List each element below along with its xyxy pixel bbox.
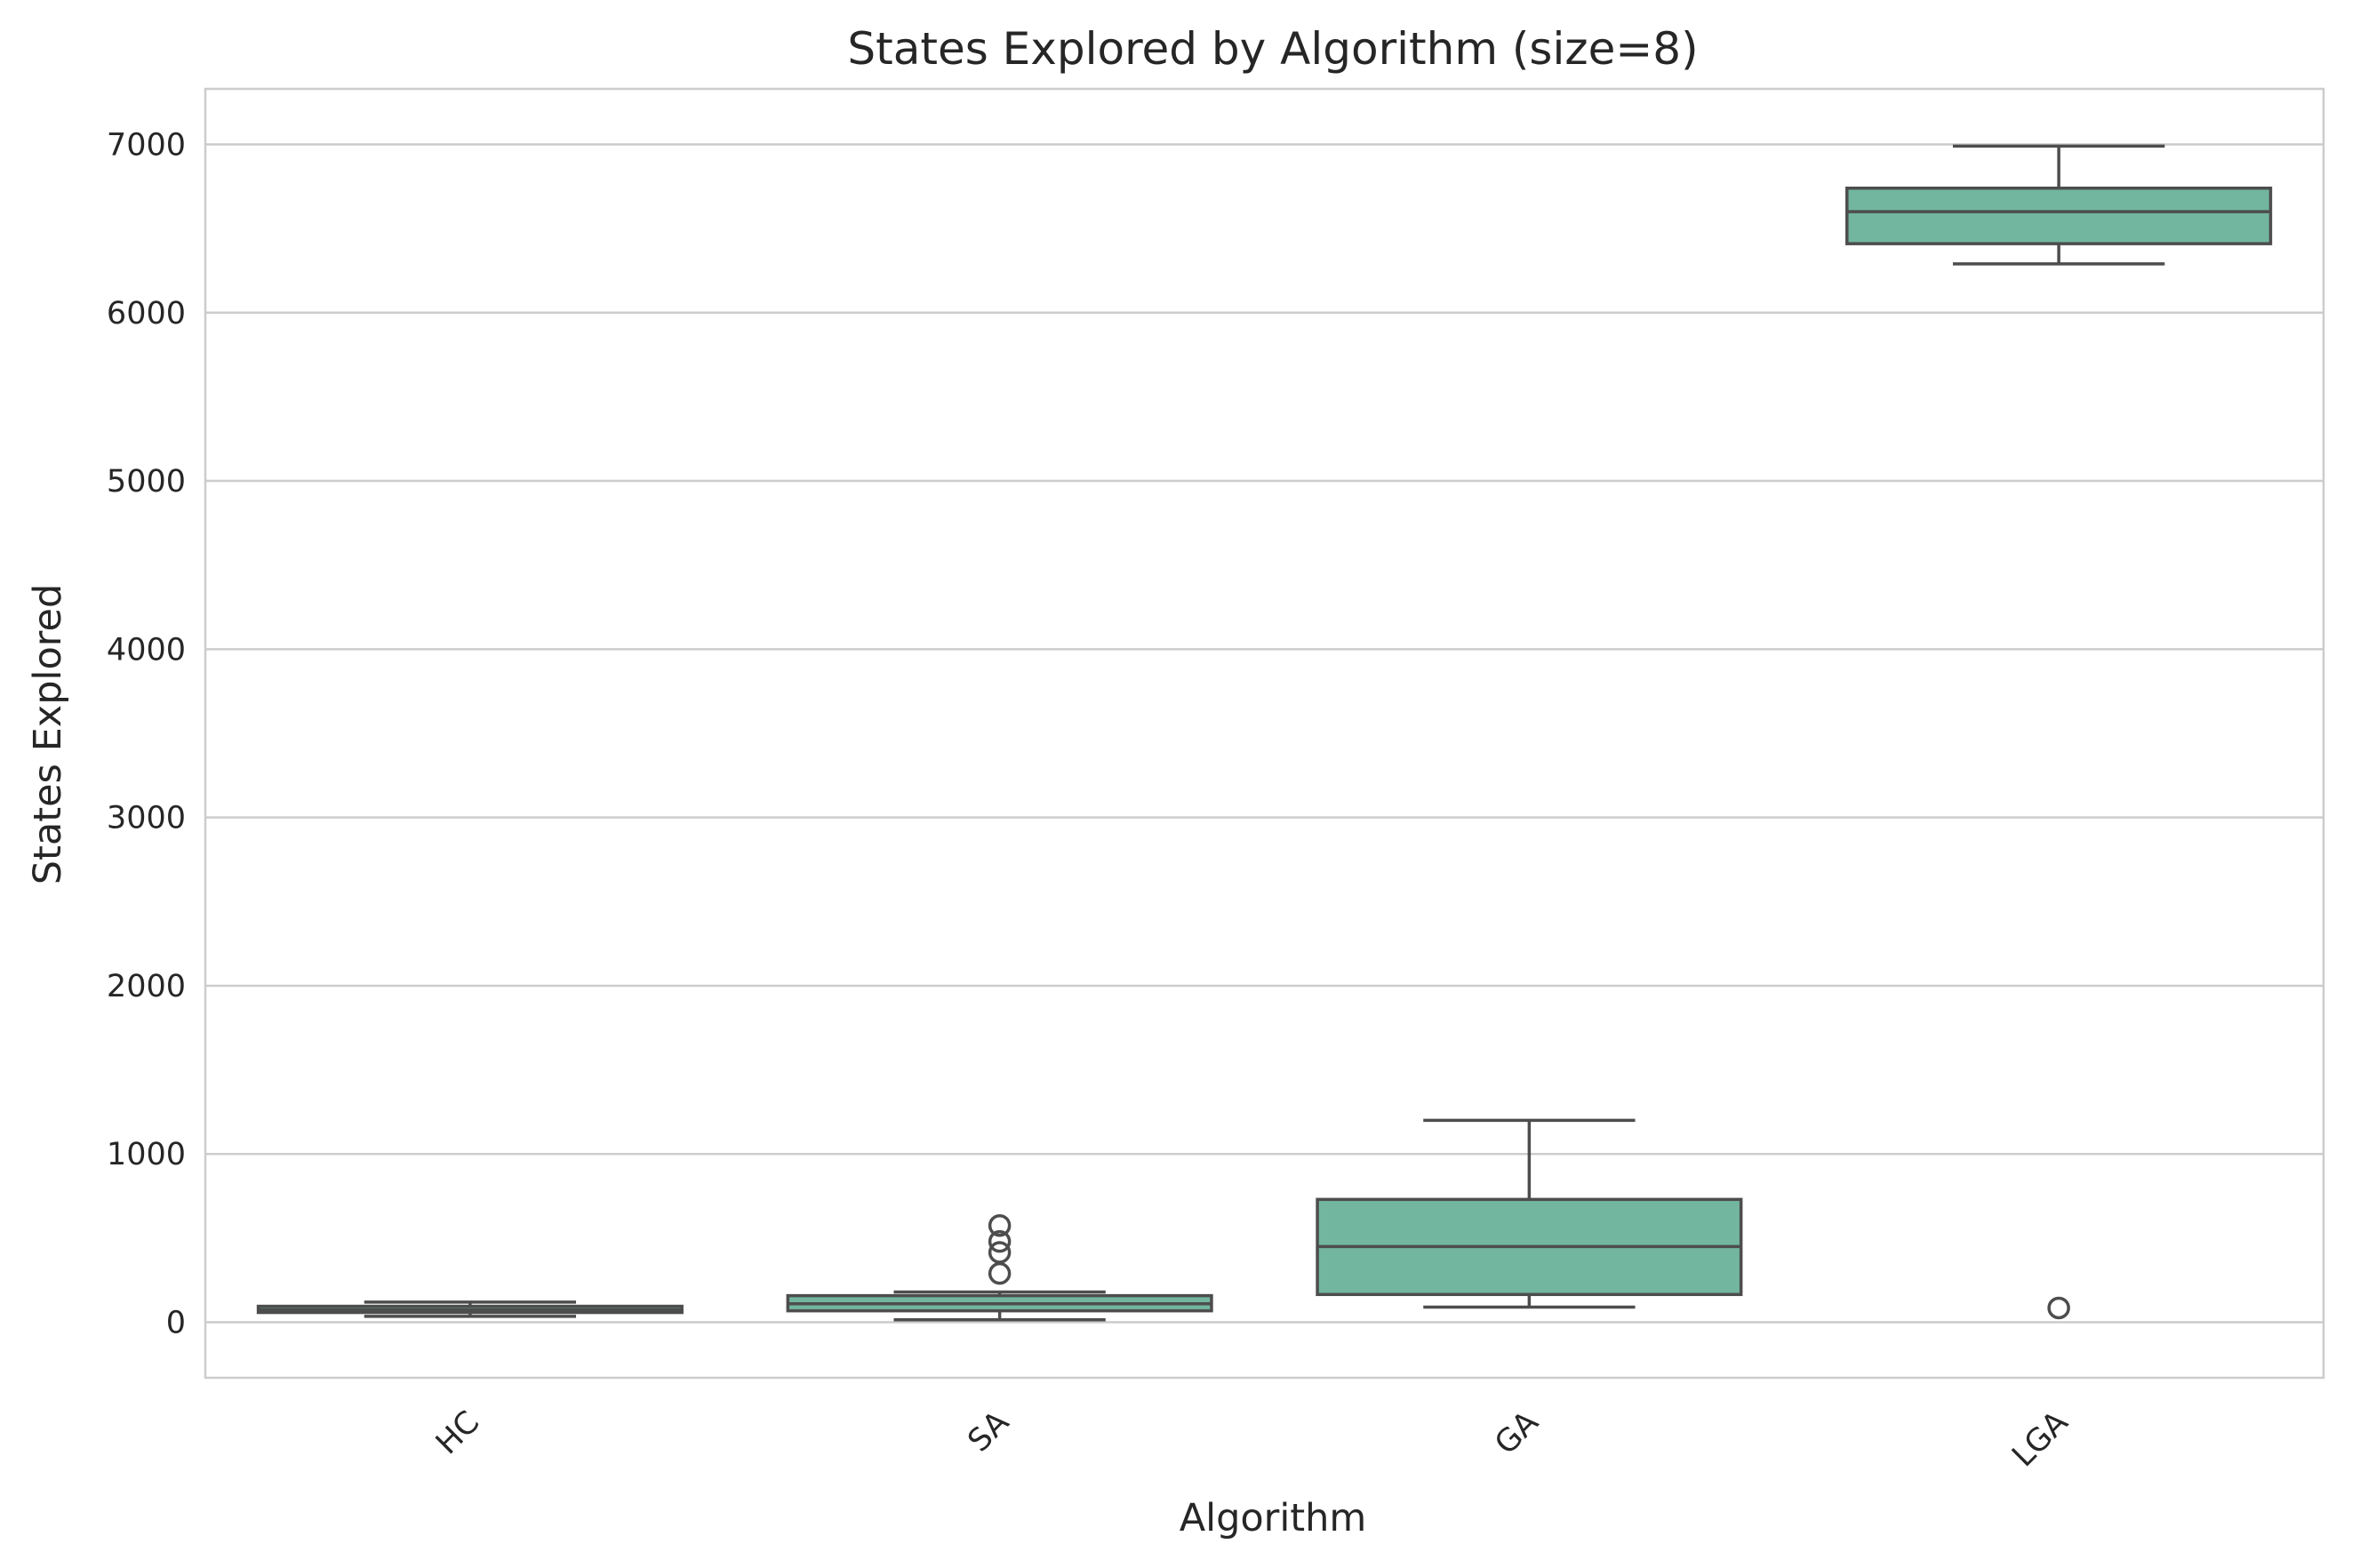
box-group xyxy=(786,1213,1213,1322)
box-group xyxy=(256,1300,684,1318)
y-tick-labels: 0 1000 2000 3000 4000 5000 6000 7000 xyxy=(107,127,186,1340)
outlier-point xyxy=(2047,1296,2070,1320)
y-tick-label: 3000 xyxy=(107,801,186,836)
y-tick-label: 6000 xyxy=(107,296,186,332)
chart-title: States Explored by Algorithm (size=8) xyxy=(847,23,1698,75)
y-tick-label: 1000 xyxy=(107,1137,186,1172)
plot-frame xyxy=(204,87,2325,1380)
y-tick-label: 2000 xyxy=(107,969,186,1004)
box-layer xyxy=(256,144,2273,1322)
outlier-point xyxy=(988,1241,1012,1264)
box-group xyxy=(1316,1118,1743,1309)
y-axis-label: States Explored xyxy=(26,584,70,885)
y-tick-label: 5000 xyxy=(107,464,186,500)
grid-layer xyxy=(205,143,2324,1324)
x-axis-label: Algorithm xyxy=(1180,1496,1367,1540)
outlier-point xyxy=(988,1213,1012,1237)
y-tick-label: 4000 xyxy=(107,632,186,668)
y-tick-label: 7000 xyxy=(107,127,186,163)
outlier-point xyxy=(988,1229,1012,1253)
y-tick-label: 0 xyxy=(166,1306,186,1341)
box xyxy=(1845,186,2273,245)
box-group xyxy=(1845,144,2273,1320)
